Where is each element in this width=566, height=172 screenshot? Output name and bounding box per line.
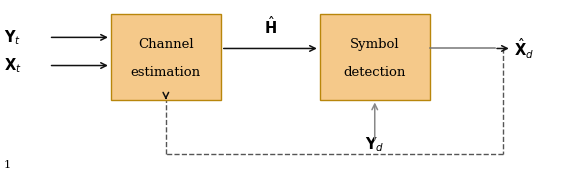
- Text: $\hat{\mathbf{X}}_d$: $\hat{\mathbf{X}}_d$: [514, 36, 534, 61]
- FancyBboxPatch shape: [320, 14, 430, 100]
- Text: $\mathbf{Y}_t$: $\mathbf{Y}_t$: [3, 28, 21, 47]
- Text: 1: 1: [3, 160, 11, 170]
- Text: $\hat{\mathbf{H}}$: $\hat{\mathbf{H}}$: [264, 15, 277, 36]
- Text: $\mathbf{Y}_d$: $\mathbf{Y}_d$: [365, 136, 384, 154]
- Text: detection: detection: [344, 66, 406, 79]
- FancyBboxPatch shape: [111, 14, 221, 100]
- Text: $\mathbf{X}_t$: $\mathbf{X}_t$: [3, 56, 22, 75]
- Text: estimation: estimation: [131, 66, 201, 79]
- Text: Symbol: Symbol: [350, 38, 400, 51]
- Text: Channel: Channel: [138, 38, 194, 51]
